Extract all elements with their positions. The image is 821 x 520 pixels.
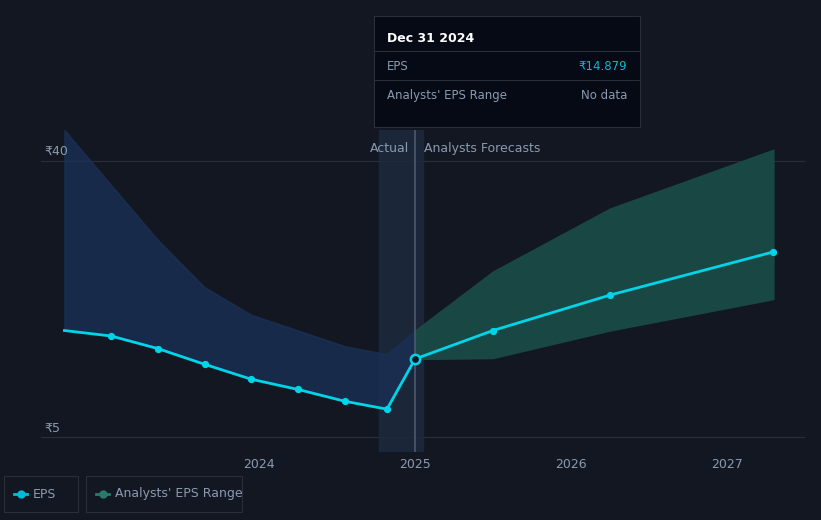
Bar (379, 130, 423, 452)
Point (14, 490, 27, 498)
Text: Analysts Forecasts: Analysts Forecasts (424, 142, 541, 155)
Text: Analysts' EPS Range: Analysts' EPS Range (387, 89, 507, 102)
Text: ₹5: ₹5 (44, 422, 60, 435)
Point (380, 405, 393, 413)
Point (603, 291, 617, 300)
Text: EPS: EPS (387, 60, 409, 73)
Text: Analysts' EPS Range: Analysts' EPS Range (115, 488, 242, 500)
Point (96, 490, 109, 498)
Text: ₹14.879: ₹14.879 (579, 60, 627, 73)
Point (338, 397, 351, 406)
Point (198, 360, 211, 369)
Text: Dec 31 2024: Dec 31 2024 (387, 32, 475, 45)
Text: 2026: 2026 (555, 458, 587, 471)
Point (291, 385, 305, 394)
Text: EPS: EPS (33, 488, 56, 500)
Text: Actual: Actual (369, 142, 409, 155)
Point (245, 375, 258, 383)
Point (409, 355, 422, 363)
Point (151, 344, 164, 353)
FancyBboxPatch shape (86, 476, 242, 512)
Point (767, 248, 780, 256)
Text: 2024: 2024 (243, 458, 275, 471)
Text: ₹40: ₹40 (44, 145, 68, 158)
Point (486, 327, 499, 335)
Text: 2027: 2027 (711, 458, 742, 471)
FancyBboxPatch shape (4, 476, 78, 512)
Text: 2025: 2025 (399, 458, 431, 471)
Point (104, 332, 117, 340)
Text: No data: No data (580, 89, 627, 102)
